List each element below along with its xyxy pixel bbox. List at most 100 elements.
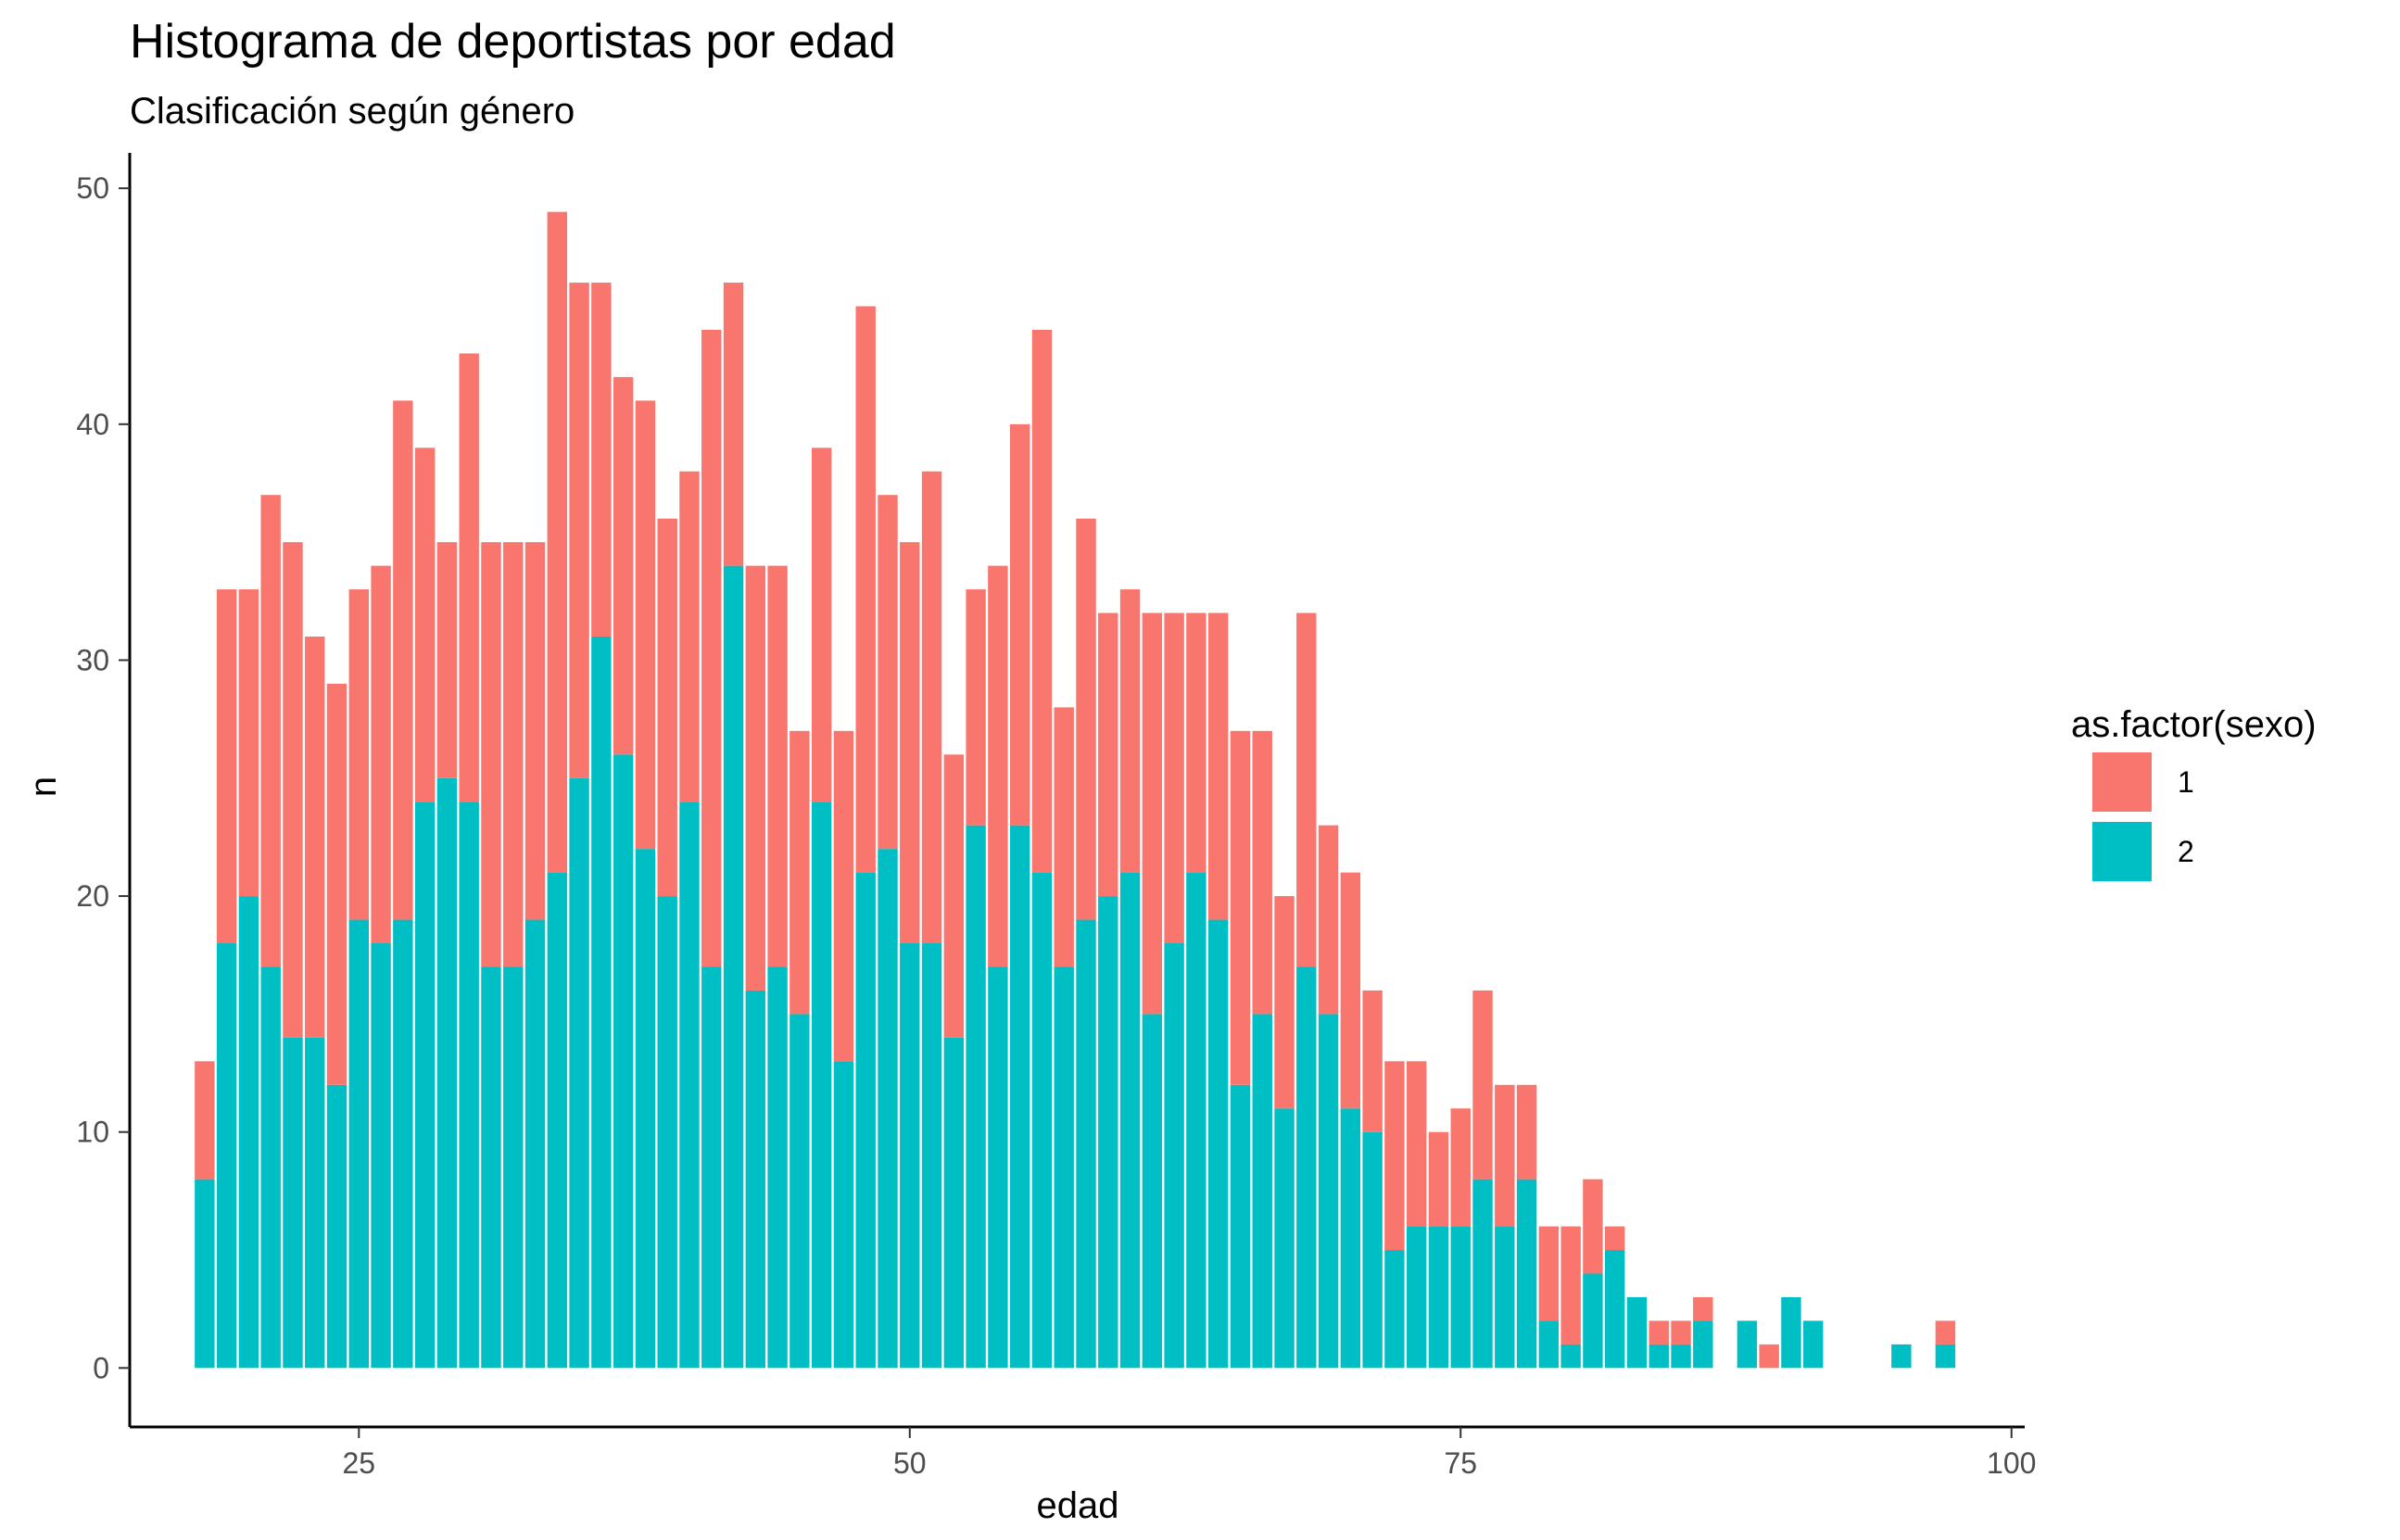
bar-sexo-1: [900, 542, 920, 944]
bar-sexo-2: [789, 1014, 810, 1369]
bar-sexo-1: [1605, 1226, 1625, 1251]
bar-sexo-2: [1450, 1226, 1471, 1369]
bar-sexo-2: [414, 802, 436, 1369]
bar-sexo-1: [679, 471, 700, 802]
bar-sexo-2: [855, 872, 876, 1369]
bar-sexo-2: [569, 777, 589, 1369]
y-tick-label: 40: [76, 408, 109, 441]
bar-sexo-1: [1054, 707, 1074, 967]
bar-sexo-2: [1252, 1014, 1272, 1369]
bar-sexo-1: [591, 283, 612, 637]
bar-sexo-2: [988, 966, 1008, 1369]
bar-sexo-1: [701, 329, 722, 967]
bar-sexo-1: [878, 495, 898, 850]
bar-sexo-1: [1142, 612, 1163, 1015]
bar-sexo-1: [855, 306, 876, 873]
bar-sexo-2: [767, 966, 788, 1369]
bar-sexo-1: [657, 518, 677, 897]
bar-sexo-1: [1230, 730, 1251, 1085]
bars-layer: [195, 211, 1956, 1369]
bar-sexo-2: [459, 802, 479, 1369]
legend-swatch-2: [2092, 822, 2152, 881]
bar-sexo-2: [195, 1179, 215, 1369]
x-axis-title: edad: [1037, 1485, 1119, 1526]
bar-sexo-2: [326, 1084, 347, 1369]
bar-sexo-2: [393, 919, 413, 1369]
bar-sexo-2: [1428, 1226, 1449, 1369]
bar-sexo-2: [1054, 966, 1074, 1369]
bar-sexo-1: [393, 400, 413, 920]
bar-sexo-2: [878, 849, 898, 1369]
bar-sexo-2: [1671, 1344, 1691, 1369]
bar-sexo-1: [1009, 423, 1030, 826]
bar-sexo-2: [1186, 872, 1206, 1369]
bar-sexo-2: [305, 1037, 325, 1369]
bar-sexo-2: [481, 966, 501, 1369]
bar-sexo-1: [481, 542, 501, 967]
bar-sexo-1: [811, 448, 832, 802]
bar-sexo-1: [503, 542, 524, 967]
bar-sexo-1: [283, 542, 303, 1038]
y-tick-label: 50: [76, 171, 109, 205]
bar-sexo-1: [1538, 1226, 1560, 1321]
bar-sexo-2: [1693, 1320, 1713, 1369]
bar-sexo-1: [1648, 1320, 1669, 1344]
bar-sexo-2: [591, 636, 612, 1369]
bar-sexo-2: [1803, 1320, 1824, 1369]
y-tick-label: 20: [76, 879, 109, 913]
bar-sexo-1: [1472, 990, 1493, 1180]
bar-sexo-2: [1076, 919, 1096, 1369]
bar-sexo-2: [1891, 1344, 1912, 1369]
bar-sexo-2: [1098, 896, 1118, 1369]
bar-sexo-2: [1406, 1226, 1427, 1369]
bar-sexo-2: [1737, 1320, 1758, 1369]
bar-sexo-1: [1428, 1131, 1449, 1227]
bar-sexo-1: [745, 565, 766, 991]
bar-sexo-1: [1935, 1320, 1956, 1344]
legend: as.factor(sexo) 12: [2071, 704, 2317, 881]
bar-sexo-1: [943, 754, 965, 1038]
x-tick-label: 100: [1987, 1446, 2036, 1480]
bar-sexo-2: [1340, 1108, 1361, 1369]
bar-sexo-1: [547, 211, 568, 873]
bar-sexo-2: [1781, 1296, 1801, 1369]
bar-sexo-1: [1098, 612, 1118, 897]
bar-sexo-1: [1318, 825, 1339, 1015]
axes-layer: 0 10 20 30 40 50 25 50 75 100: [76, 153, 2036, 1480]
bar-sexo-2: [1009, 825, 1030, 1369]
bar-sexo-1: [1693, 1296, 1713, 1321]
bar-sexo-2: [1538, 1320, 1560, 1369]
bar-sexo-2: [260, 966, 281, 1369]
bar-sexo-2: [1384, 1250, 1405, 1369]
bar-sexo-1: [723, 283, 744, 566]
bar-sexo-2: [436, 777, 458, 1369]
bar-sexo-2: [1318, 1014, 1339, 1369]
bar-sexo-2: [1031, 872, 1053, 1369]
bar-sexo-2: [1648, 1344, 1669, 1369]
bar-sexo-2: [811, 802, 832, 1369]
bar-sexo-1: [436, 542, 458, 778]
bar-sexo-1: [635, 400, 656, 850]
bar-sexo-2: [524, 919, 546, 1369]
bar-sexo-1: [524, 542, 546, 920]
bar-sexo-2: [679, 802, 700, 1369]
bar-sexo-1: [1450, 1108, 1471, 1227]
bar-sexo-1: [1076, 518, 1096, 920]
bar-sexo-2: [216, 943, 237, 1369]
bar-sexo-2: [348, 919, 370, 1369]
y-tick-label: 0: [93, 1351, 109, 1384]
bar-sexo-1: [195, 1061, 215, 1180]
bar-sexo-1: [1207, 612, 1229, 920]
bar-sexo-2: [1472, 1179, 1493, 1369]
bar-sexo-1: [1296, 612, 1317, 967]
bar-sexo-1: [348, 589, 370, 920]
bar-sexo-2: [833, 1061, 854, 1369]
bar-sexo-2: [723, 565, 744, 1369]
bar-sexo-2: [1274, 1108, 1295, 1369]
bar-sexo-1: [613, 376, 634, 755]
bar-sexo-2: [900, 943, 920, 1369]
bar-sexo-1: [1495, 1084, 1515, 1227]
chart-title: Histograma de deportistas por edad: [130, 15, 896, 69]
bar-sexo-1: [414, 448, 436, 802]
